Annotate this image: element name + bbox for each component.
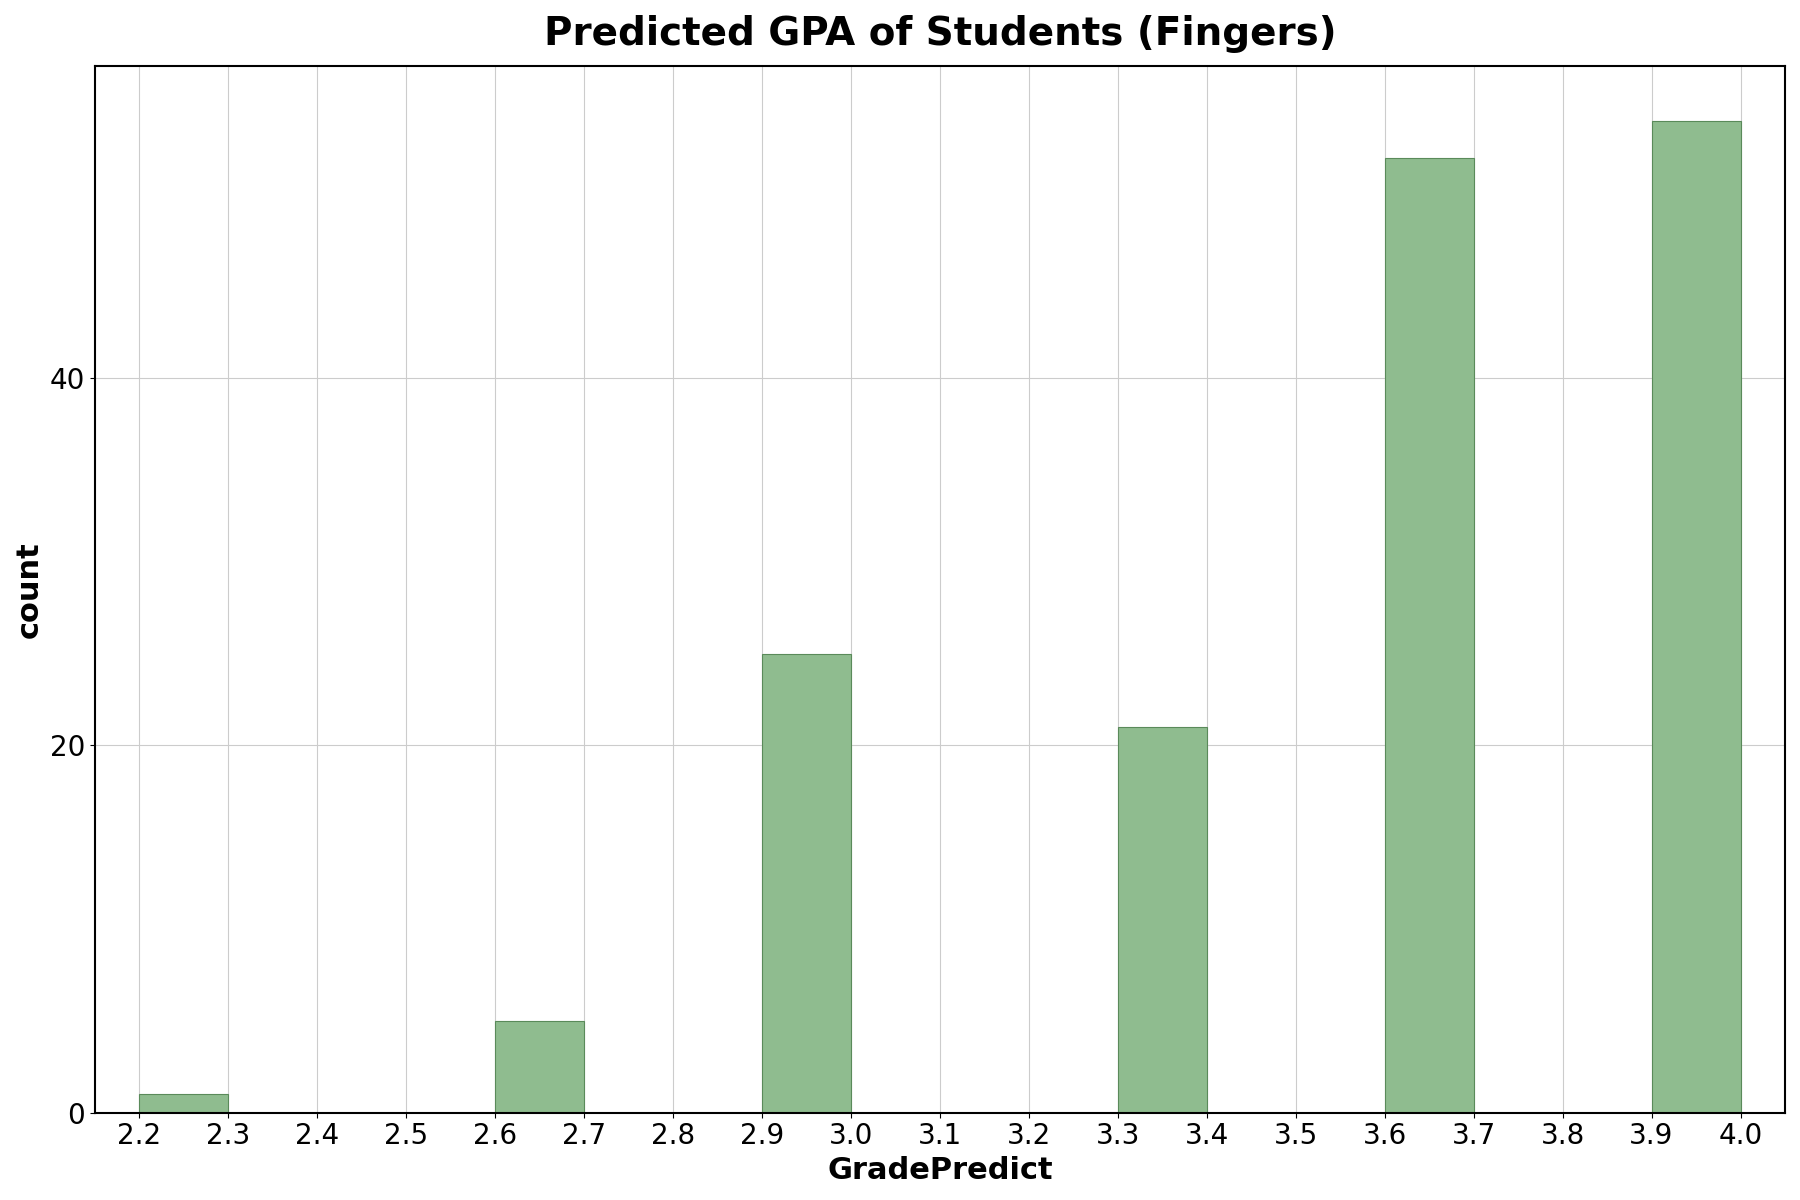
Bar (1384, 157, 1474, 1112)
Bar (139, 1094, 229, 1112)
Bar (761, 654, 851, 1112)
Bar (1652, 121, 1741, 1112)
Bar (495, 1021, 583, 1112)
Y-axis label: count: count (14, 541, 43, 637)
Bar (1118, 727, 1206, 1112)
Title: Predicted GPA of Students (Fingers): Predicted GPA of Students (Fingers) (544, 14, 1336, 53)
X-axis label: GradePredict: GradePredict (826, 1156, 1053, 1186)
